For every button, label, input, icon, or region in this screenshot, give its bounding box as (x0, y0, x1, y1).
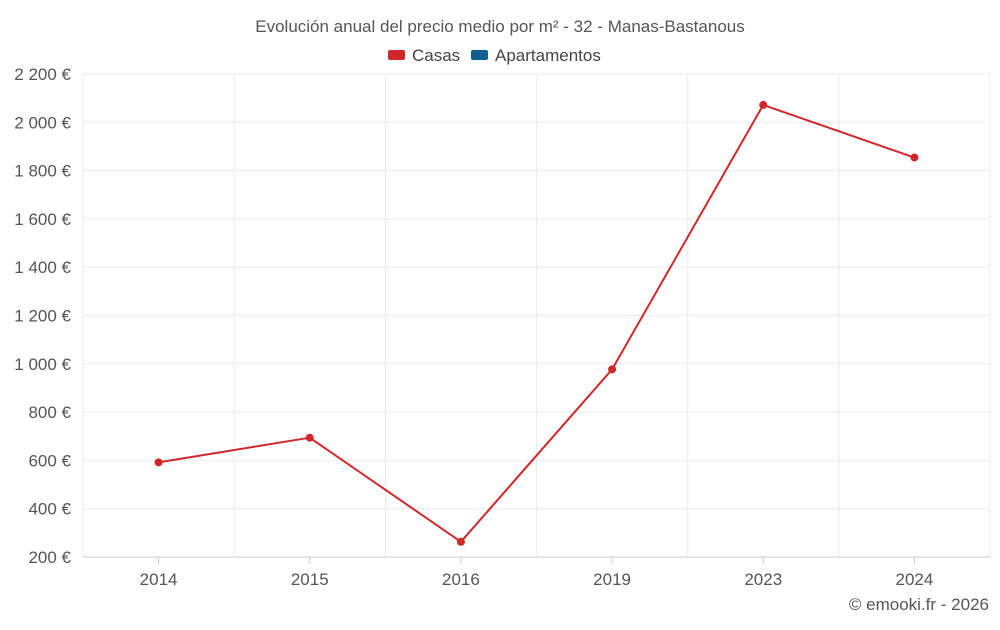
x-tick-label: 2015 (291, 570, 329, 589)
y-tick-label: 800 € (28, 403, 71, 422)
x-tick-label: 2023 (744, 570, 782, 589)
grid (82, 73, 991, 557)
y-tick-label: 2 000 € (14, 113, 71, 132)
y-tick-label: 1 600 € (14, 210, 71, 229)
y-tick-label: 200 € (28, 548, 71, 567)
legend-label-casas[interactable]: Casas (412, 46, 460, 65)
y-tick-label: 400 € (28, 500, 71, 519)
data-point[interactable] (910, 153, 919, 162)
data-point[interactable] (456, 537, 465, 546)
y-tick-label: 1 200 € (14, 307, 71, 326)
data-point[interactable] (154, 458, 163, 467)
x-tick-label: 2019 (593, 570, 631, 589)
chart-title: Evolución anual del precio medio por m² … (255, 17, 744, 36)
y-tick-label: 1 800 € (14, 162, 71, 181)
axes: 200 € 400 € 600 € 800 € 1 000 € 1 200 € 1 400 … (14, 65, 990, 589)
y-tick-label: 600 € (28, 451, 71, 470)
credit-text: © emooki.fr - 2026 (849, 595, 989, 614)
legend-label-apartamentos[interactable]: Apartamentos (495, 46, 601, 65)
y-tick-label: 1 400 € (14, 258, 71, 277)
data-point[interactable] (608, 365, 617, 374)
series-layer (154, 100, 919, 546)
y-tick-label: 2 200 € (14, 65, 71, 84)
legend-swatch-casas[interactable] (388, 50, 405, 60)
data-point[interactable] (305, 433, 314, 442)
series-line-casas (158, 103, 915, 543)
legend: Casas Apartamentos (388, 46, 601, 65)
legend-swatch-apartamentos[interactable] (471, 50, 488, 60)
x-tick-label: 2014 (140, 570, 178, 589)
x-tick-label: 2016 (442, 570, 480, 589)
x-tick-label: 2024 (896, 570, 934, 589)
y-tick-label: 1 000 € (14, 355, 71, 374)
data-point[interactable] (759, 100, 768, 109)
